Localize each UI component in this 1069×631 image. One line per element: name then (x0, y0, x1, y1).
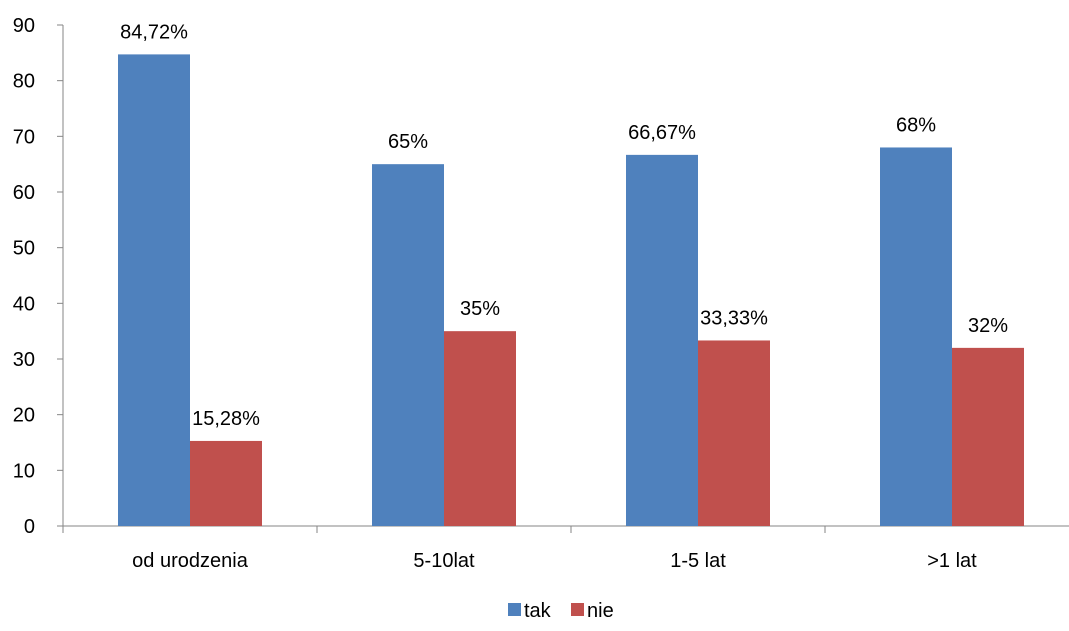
legend: tak nie (508, 600, 614, 622)
bar-tak-0 (118, 54, 190, 526)
legend-swatch-nie (571, 603, 584, 616)
x-tick-label: od urodzenia (132, 550, 249, 572)
data-label-nie-0: 15,28% (192, 408, 260, 430)
data-label-nie-3: 32% (968, 315, 1008, 337)
bar-nie-0 (190, 440, 262, 526)
bar-tak-1 (372, 164, 444, 526)
data-label-tak-2: 66,67% (628, 122, 696, 144)
y-tick-label: 50 (13, 238, 35, 260)
bar-nie-3 (952, 347, 1024, 526)
y-axis: 0 10 20 30 40 50 60 70 80 90 (13, 15, 64, 538)
data-label-tak-3: 68% (896, 114, 936, 136)
x-tick-label: >1 lat (927, 550, 977, 572)
y-tick-label: 0 (24, 516, 35, 538)
data-label-nie-2: 33,33% (700, 307, 768, 329)
y-tick-label: 10 (13, 460, 35, 482)
legend-label-nie: nie (587, 600, 614, 622)
data-labels: 84,72% 65% 66,67% 68% 15,28% 35% 33,33% 32% (120, 21, 1008, 430)
data-label-tak-1: 65% (388, 131, 428, 153)
legend-label-tak: tak (524, 600, 552, 622)
y-tick-label: 40 (13, 293, 35, 315)
data-label-tak-0: 84,72% (120, 21, 188, 43)
y-tick-label: 80 (13, 71, 35, 93)
y-tick-label: 30 (13, 349, 35, 371)
y-tick-label: 60 (13, 182, 35, 204)
bar-nie-2 (698, 340, 770, 526)
legend-swatch-tak (508, 603, 521, 616)
bars (118, 54, 1024, 526)
y-tick-label: 20 (13, 405, 35, 427)
x-axis: od urodzenia 5-10lat 1-5 lat >1 lat (62, 525, 1069, 572)
bar-tak-2 (626, 154, 698, 526)
x-tick-label: 1-5 lat (670, 550, 726, 572)
bar-tak-3 (880, 147, 952, 526)
x-tick-label: 5-10lat (413, 550, 475, 572)
data-label-nie-1: 35% (460, 298, 500, 320)
y-tick-label: 90 (13, 15, 35, 37)
y-tick-label: 70 (13, 126, 35, 148)
bar-nie-1 (444, 331, 516, 526)
